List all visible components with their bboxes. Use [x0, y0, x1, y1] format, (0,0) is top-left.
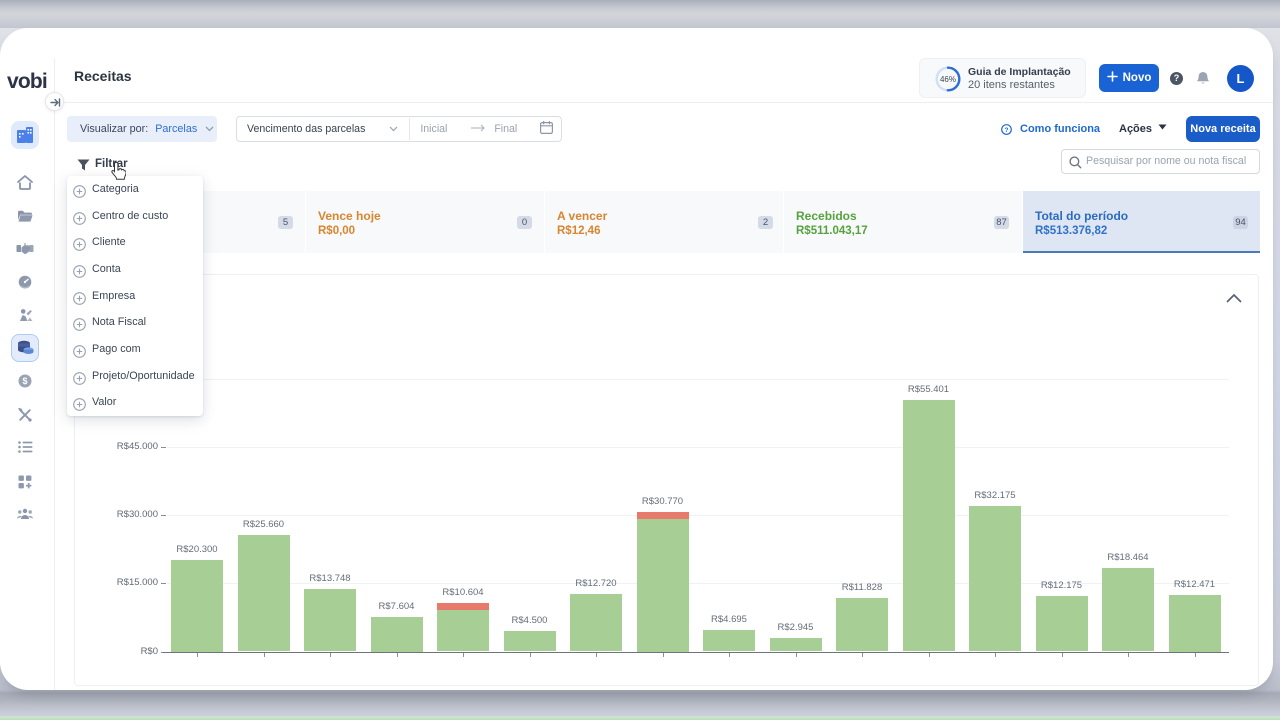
svg-text:?: ? [1005, 127, 1009, 134]
svg-text:46%: 46% [940, 75, 956, 84]
svg-text:$: $ [22, 376, 27, 386]
